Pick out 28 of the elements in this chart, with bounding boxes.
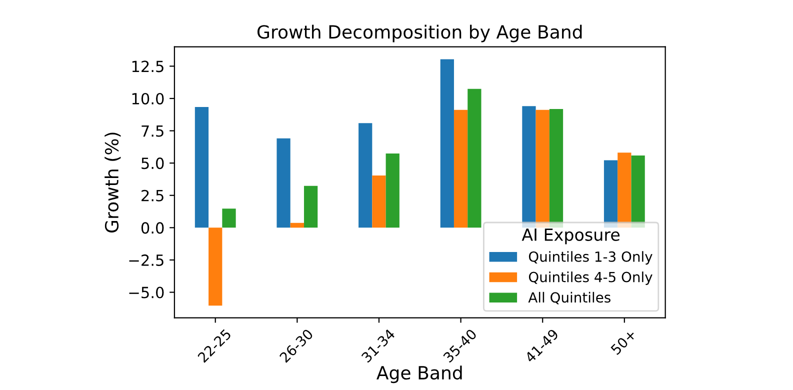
legend-label: All Quintiles	[528, 292, 610, 304]
bar	[276, 138, 290, 228]
bar	[454, 110, 468, 228]
bar	[304, 186, 318, 228]
bar	[194, 107, 209, 228]
chart-title: Growth Decomposition by Age Band	[258, 24, 582, 42]
legend-label: Quintiles 4-5 Only	[528, 272, 652, 285]
bar	[468, 88, 482, 228]
bar	[372, 175, 386, 228]
y-tick-label: −5.0	[129, 286, 164, 298]
x-axis-title: Age Band	[376, 366, 462, 384]
y-tick-label: 2.5	[142, 190, 164, 202]
y-axis-title: Growth (%)	[104, 132, 121, 232]
y-tick-label: 10.0	[132, 92, 164, 104]
bar	[358, 123, 372, 228]
bar	[290, 222, 304, 228]
x-tick-label: 50+	[610, 328, 637, 356]
y-tick-label: 5.0	[142, 158, 164, 170]
legend-label: Quintiles 1-3 Only	[528, 251, 652, 265]
legend-title: AI Exposure	[522, 228, 620, 244]
y-tick-label: 7.5	[142, 125, 164, 137]
bar	[440, 59, 454, 228]
y-tick-label: 12.5	[132, 60, 164, 72]
y-tick-label: 0.0	[141, 222, 164, 234]
y-tick-label: −2.5	[129, 254, 164, 266]
bar	[386, 154, 400, 228]
bar	[222, 208, 236, 228]
bar	[208, 228, 222, 306]
